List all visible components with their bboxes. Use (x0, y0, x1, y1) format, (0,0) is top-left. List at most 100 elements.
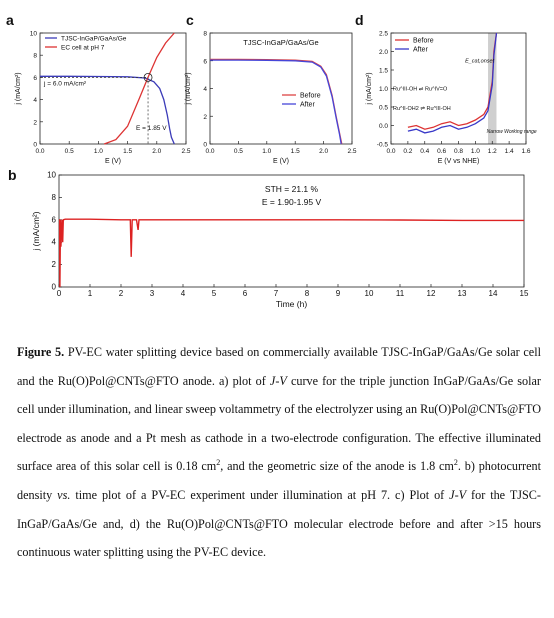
annotation-working-range: Narrow Working range (487, 129, 537, 135)
x-tick-label-a: 1.5 (123, 148, 132, 155)
y-tick-label-b: 0 (52, 283, 57, 292)
annotation-current-density: j = 6.0 mA/cm² (43, 80, 87, 87)
x-tick-label-c: 1.0 (262, 148, 271, 155)
series-line-d-after (407, 32, 498, 134)
y-tick-label-a: 6 (33, 75, 37, 82)
x-tick-label-b: 14 (489, 289, 498, 298)
y-tick-label-c: 8 (203, 31, 207, 38)
y-tick-label-c: 6 (203, 58, 207, 65)
x-tick-label-d: 0.4 (420, 148, 429, 155)
x-tick-label-b: 15 (520, 289, 529, 298)
x-tick-label-b: 0 (57, 289, 62, 298)
panel-letter-c: c (186, 12, 194, 28)
caption-text-1: PV-EC water splitting device based on co… (17, 345, 541, 388)
x-tick-label-a: 2.5 (181, 148, 190, 155)
x-tick-label-c: 0.5 (234, 148, 243, 155)
legend-label-d: After (413, 47, 428, 54)
annotation-redox-low: Ru^II-OH2 ⇌ Ru^III-OH (393, 105, 451, 112)
figure-caption: Figure 5. PV-EC water splitting device b… (17, 338, 541, 567)
panel-letter-b: b (8, 167, 17, 183)
x-tick-label-b: 11 (396, 289, 405, 298)
x-tick-label-d: 1.4 (505, 148, 514, 155)
y-tick-label-b: 8 (52, 193, 57, 202)
caption-text-3: , and the geometric size of the anode is… (220, 459, 454, 474)
caption-superscript-2: 2 (453, 458, 458, 468)
y-tick-label-d: 0.5 (379, 105, 388, 112)
annotation-redox-high: Ru^III-OH ⇌ Ru^IV=O (393, 85, 448, 92)
panel-letter-d: d (355, 12, 364, 28)
x-tick-label-c: 2.0 (319, 148, 328, 155)
panel-letter-a: a (6, 12, 14, 28)
y-tick-label-c: 0 (203, 142, 207, 149)
chart-title-c: TJSC-InGaP/GaAs/Ge (243, 38, 318, 47)
x-tick-label-a: 2.0 (152, 148, 161, 155)
x-tick-label-b: 7 (274, 289, 279, 298)
plot-frame-a (39, 32, 187, 145)
caption-label: Figure 5. (17, 345, 65, 359)
annotation-sth: STH = 21.1 % (265, 184, 319, 194)
legend-label-c: Before (300, 93, 321, 100)
y-axis-label-b: j (mA/cm²) (31, 211, 41, 251)
series-line-a-tjsc-ingap-gaas-ge (40, 75, 175, 145)
y-tick-label-c: 4 (203, 86, 207, 93)
x-tick-label-d: 1.6 (521, 148, 530, 155)
x-tick-label-d: 1.0 (471, 148, 480, 155)
annotation-voltage: E = 1.85 V (136, 125, 167, 132)
x-tick-label-b: 13 (458, 289, 467, 298)
y-tick-label-d: -0.5 (377, 142, 389, 149)
caption-text-5: time plot of a PV-EC experiment under il… (70, 487, 450, 502)
caption-superscript-1: 2 (216, 458, 221, 468)
y-tick-label-a: 10 (30, 31, 38, 38)
caption-vs: vs. (57, 487, 71, 502)
x-tick-label-a: 1.0 (94, 148, 103, 155)
y-tick-label-d: 1.5 (379, 68, 388, 75)
y-axis-label-a: j (mA/cm²) (15, 72, 22, 105)
x-tick-label-b: 10 (365, 289, 374, 298)
x-tick-label-d: 1.2 (488, 148, 497, 155)
x-tick-label-b: 12 (427, 289, 436, 298)
x-tick-label-b: 6 (243, 289, 248, 298)
series-line-c-before (210, 58, 343, 145)
x-tick-label-b: 1 (88, 289, 93, 298)
x-tick-label-c: 1.5 (291, 148, 300, 155)
x-tick-label-d: 0.0 (386, 148, 395, 155)
annotation-bias: E = 1.90-1.95 V (262, 197, 322, 207)
caption-jv-2: J-V (449, 487, 467, 502)
x-tick-label-c: 2.5 (347, 148, 356, 155)
legend-label-d: Before (413, 38, 434, 45)
y-tick-label-b: 2 (52, 260, 57, 269)
y-tick-label-c: 2 (203, 114, 207, 121)
y-tick-label-a: 4 (33, 97, 37, 104)
legend-label-a: TJSC-InGaP/GaAs/Ge (61, 36, 127, 43)
x-tick-label-b: 8 (305, 289, 310, 298)
y-tick-label-b: 4 (52, 238, 57, 247)
x-tick-label-c: 0.0 (205, 148, 214, 155)
series-line-b-current (58, 218, 524, 288)
x-tick-label-b: 5 (212, 289, 217, 298)
x-axis-label-a: E (V) (105, 158, 121, 165)
x-tick-label-d: 0.8 (454, 148, 463, 155)
y-tick-label-a: 0 (33, 142, 37, 149)
y-tick-label-b: 10 (47, 171, 56, 180)
y-tick-label-a: 2 (33, 119, 37, 126)
y-tick-label-d: 1.0 (379, 86, 388, 93)
y-tick-label-d: 2.5 (379, 31, 388, 38)
caption-text-6: for the TJSC-InGaP/GaAs/Ge and, d) the R… (17, 487, 541, 560)
series-line-a-ec-cell-at-ph-7 (103, 32, 175, 145)
x-tick-label-b: 4 (181, 289, 186, 298)
x-axis-label-c: E (V) (273, 158, 289, 165)
x-tick-label-a: 0.0 (35, 148, 44, 155)
x-axis-label-b: Time (h) (276, 299, 307, 309)
series-line-c-after (210, 59, 342, 145)
caption-text-4: . b) photocurrent density (17, 459, 541, 502)
y-axis-label-d: j (mA/cm²) (366, 72, 373, 105)
y-tick-label-b: 6 (52, 215, 57, 224)
y-tick-label-d: 0.0 (379, 123, 388, 130)
legend-label-c: After (300, 102, 315, 109)
x-axis-label-d: E (V vs NHE) (438, 158, 480, 165)
y-tick-label-a: 8 (33, 53, 37, 60)
annotation-onset: E_cat,onset (465, 59, 495, 65)
caption-text-2: curve for the triple junction InGaP/GaAs… (17, 373, 541, 474)
y-axis-label-c: j (mA/cm²) (185, 72, 192, 105)
